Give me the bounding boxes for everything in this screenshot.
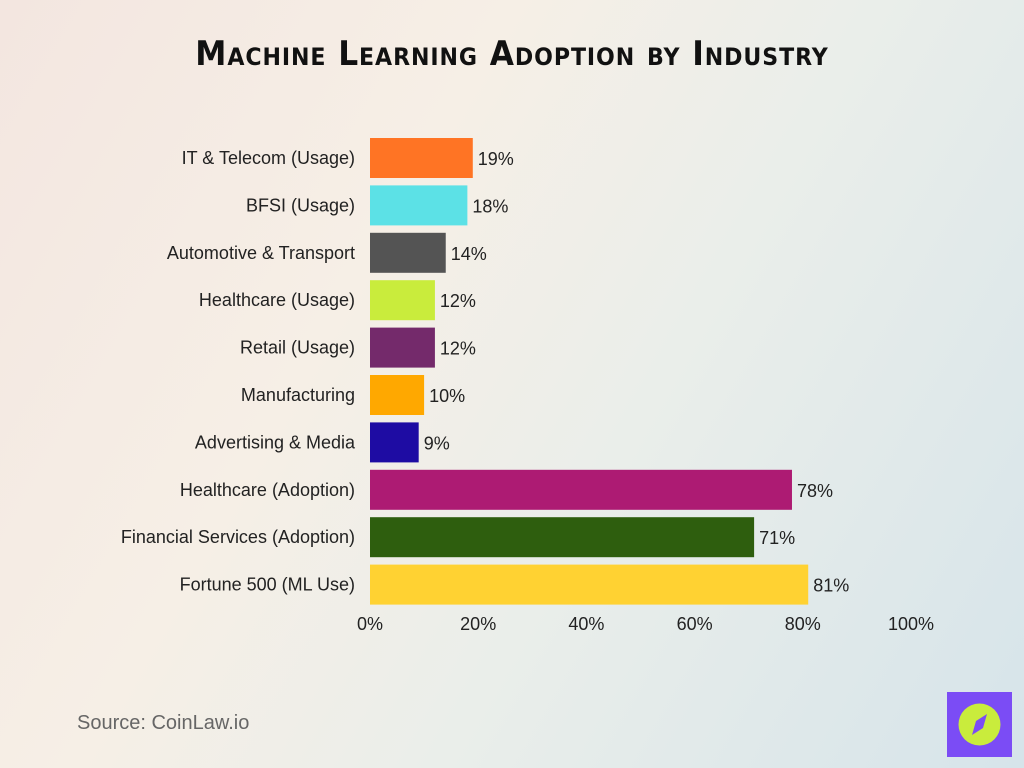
bar [370, 327, 435, 368]
data-label: 10% [429, 386, 465, 406]
data-label: 12% [440, 339, 476, 359]
chart-title: Machine Learning Adoption by Industry [195, 34, 829, 74]
category-label: Retail (Usage) [240, 338, 355, 358]
data-label: 71% [759, 528, 795, 548]
category-label: Fortune 500 (ML Use) [180, 575, 355, 595]
category-label: Advertising & Media [195, 432, 356, 452]
bar [370, 422, 419, 463]
bar [370, 517, 755, 558]
category-label: BFSI (Usage) [246, 195, 355, 215]
data-label: 12% [440, 291, 476, 311]
category-label: Automotive & Transport [167, 243, 355, 263]
category-label: Financial Services (Adoption) [121, 527, 355, 547]
bar [370, 185, 468, 226]
x-tick-label: 0% [357, 614, 383, 634]
bar-chart: IT & Telecom (Usage) 19% BFSI (Usage) 18% Au… [121, 138, 934, 634]
x-tick-label: 40% [568, 614, 604, 634]
x-tick-label: 80% [785, 614, 821, 634]
x-tick-label: 60% [677, 614, 713, 634]
bar [370, 232, 446, 273]
data-label: 19% [478, 149, 514, 169]
bar [370, 375, 425, 415]
bar [370, 280, 435, 321]
bar [370, 469, 792, 510]
x-tick-label: 20% [460, 614, 496, 634]
logo [947, 692, 1012, 757]
data-label: 81% [813, 576, 849, 596]
source-label: Source: CoinLaw.io [77, 712, 250, 734]
data-label: 14% [451, 244, 487, 264]
category-label: IT & Telecom (Usage) [182, 148, 355, 168]
bar [370, 138, 473, 178]
x-tick-label: 100% [888, 614, 934, 634]
data-label: 78% [797, 481, 833, 501]
bar [370, 564, 809, 605]
compass-icon [958, 703, 1001, 746]
data-label: 9% [424, 433, 450, 453]
category-label: Manufacturing [241, 385, 355, 405]
data-label: 18% [472, 196, 508, 216]
category-label: Healthcare (Usage) [199, 290, 355, 310]
category-label: Healthcare (Adoption) [180, 480, 355, 500]
